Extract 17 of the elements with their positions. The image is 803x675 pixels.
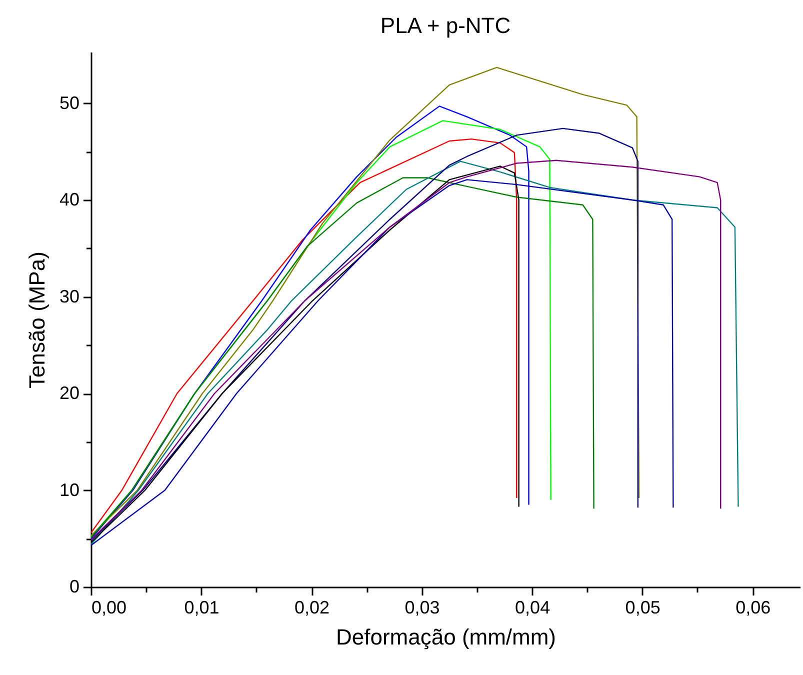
y-tick-label: 20 <box>59 383 80 404</box>
x-tick-label: 0,01 <box>184 598 220 618</box>
y-tick-label: 40 <box>59 190 80 210</box>
x-tick-label: 0,00 <box>92 598 127 618</box>
x-tick-label: 0,04 <box>515 598 550 618</box>
x-axis-title: Deformação (mm/mm) <box>336 624 556 650</box>
x-tick-label: 0,02 <box>294 598 330 618</box>
x-tick-label: 0,03 <box>404 598 440 618</box>
y-tick-label: 30 <box>59 286 80 306</box>
y-axis-title: Tensão (MPa) <box>24 252 50 388</box>
y-tick-label: 50 <box>59 92 80 113</box>
y-tick-label: 10 <box>59 480 80 500</box>
x-tick-label: 0,06 <box>736 598 771 618</box>
line-series <box>91 177 594 538</box>
y-tick-label: 0 <box>69 576 80 596</box>
x-tick-label: 0,05 <box>625 598 660 618</box>
chart-title: PLA + p-NTC <box>380 13 511 38</box>
